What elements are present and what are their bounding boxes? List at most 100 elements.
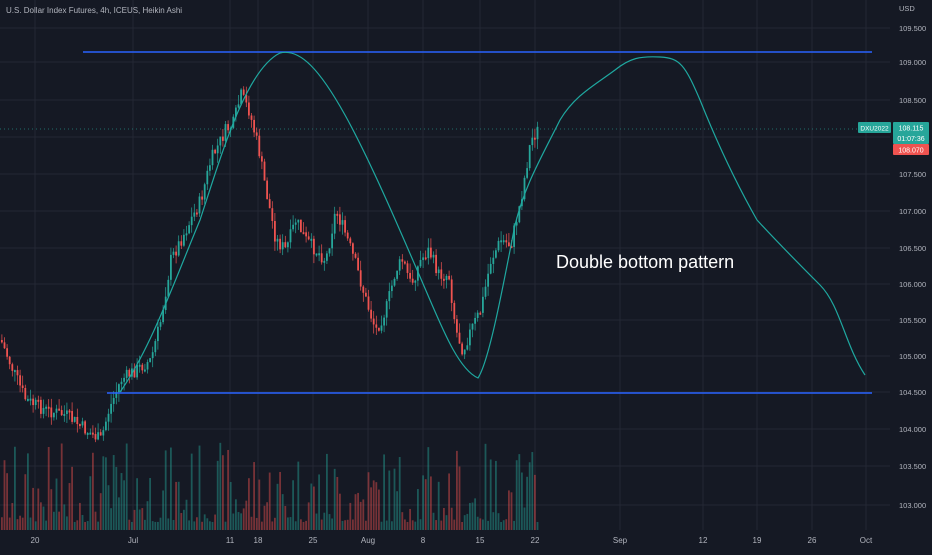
y-tick-label: 107.000 [899,207,926,216]
volume-bar [482,519,484,530]
volume-bar [505,519,508,530]
candle-body [81,421,84,426]
pattern-annotation[interactable]: Double bottom pattern [556,252,734,272]
volume-bar [209,521,211,530]
candle-body [86,432,89,435]
y-tick-label: 103.500 [899,462,926,471]
candle-body [495,250,497,258]
volume-bar [378,489,380,530]
candle-body [276,238,279,242]
volume-bar [398,457,401,530]
volume-bar [136,478,138,530]
candle-body [71,411,73,422]
price-scale[interactable]: USD 109.500109.000108.500108.000107.5001… [890,0,932,530]
candle-body [502,240,505,243]
volume-bar [125,443,128,530]
volume-bar [229,481,232,530]
candle-body [159,322,162,327]
time-scale[interactable]: 20 Jul 11 18 25 Aug 8 15 22 Sep 12 19 26 Oct [0,530,932,550]
volume-bar [141,508,144,530]
candle-body [422,257,424,261]
candle-body [487,273,489,287]
volume-bar [164,450,167,530]
x-tick-label: 19 [753,536,762,545]
candle-body [185,233,188,236]
candle-body [310,238,313,241]
volume-bar [528,462,531,530]
volume-bar [120,473,123,530]
x-tick-label: 12 [699,536,708,545]
volume-bar [294,521,297,530]
volume-bar [235,499,237,530]
projection-curve[interactable] [119,51,866,393]
currency-label: USD [899,4,915,13]
candle-body [328,248,331,254]
y-tick-label: 105.000 [899,352,926,361]
volume-bar [193,521,196,530]
x-tick-label: Jul [128,536,138,545]
volume-bar [76,520,79,530]
volume-bar [14,446,16,530]
candle-body [430,247,432,258]
candle-body [235,107,237,117]
volume-bar [170,447,172,530]
candle-body [315,253,318,256]
candle-body [320,253,323,263]
volume-bar [339,493,341,530]
candle-body [388,291,391,302]
candle-body [146,362,149,370]
volume-bar [185,499,188,530]
candle-body [219,136,222,146]
volume-bar [19,515,21,530]
candle-body [245,94,248,103]
volume-bar [8,517,11,530]
candle-body [201,196,203,200]
volume-bar [359,501,362,530]
candle-body [396,270,398,279]
volume-bar [370,487,372,530]
candle-body [528,145,531,169]
candle-body [144,369,146,372]
volume-bar [180,512,183,530]
candle-body [476,312,479,318]
volume-bar [255,517,258,530]
volume-bar [440,520,443,530]
candle-body [508,242,510,247]
candle-body [489,263,492,274]
volume-bar [159,517,162,530]
candle-body [248,102,250,116]
candle-body [349,238,352,244]
candle-body [437,269,440,274]
candle-body [318,253,320,256]
volume-bar [162,490,164,530]
volume-bar [279,471,281,530]
volume-bar [107,485,110,530]
volume-bar [414,521,417,530]
volume-bar [328,514,331,530]
candle-body [68,410,71,413]
volume-bar [112,455,115,530]
volume-bar [404,519,406,530]
volume-bar [34,521,37,530]
volume-bar [53,511,55,530]
candle-body [326,253,328,261]
volume-bar [513,520,515,530]
candle-body [456,319,458,333]
volume-bar [466,513,469,530]
candle-body [401,259,404,262]
volume-bar [242,508,245,530]
candle-body [58,408,60,411]
volume-bar [284,505,287,530]
candle-body [393,278,396,286]
candle-body [154,341,157,353]
volume-bar [349,502,352,530]
candle-body [11,364,14,371]
volume-bar [276,483,279,530]
candle-body [224,124,227,141]
volume-bar [388,470,391,530]
volume-bar [237,512,240,530]
volume-bar [521,472,523,530]
candle-body [97,432,99,440]
